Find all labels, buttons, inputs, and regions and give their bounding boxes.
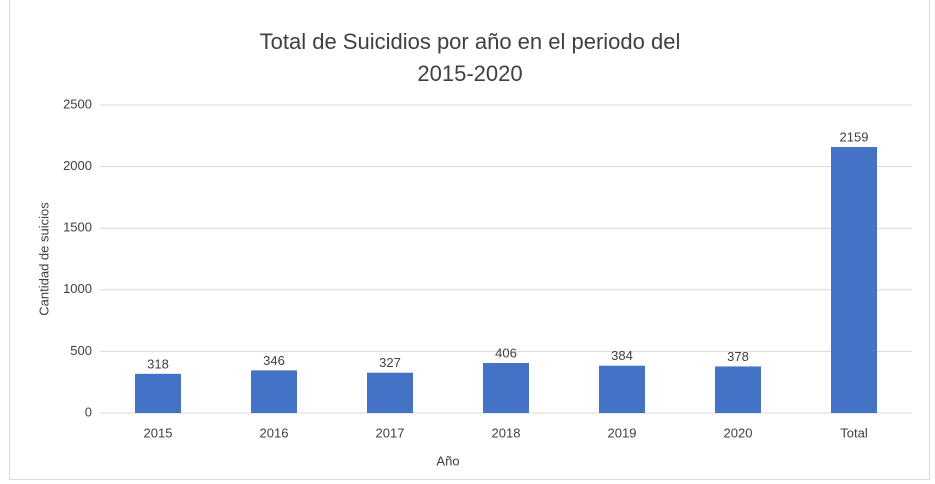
bar [715,366,761,413]
y-tick-label: 0 [85,404,92,419]
bar [599,365,645,413]
chart-title: Total de Suicidios por año en el periodo… [259,29,681,86]
bar [831,147,877,413]
data-label: 318 [147,356,169,371]
x-tick-label: 2017 [376,425,405,440]
y-tick-label: 1500 [63,220,92,235]
y-tick-label: 500 [70,343,92,358]
y-tick-label: 2500 [63,96,92,111]
data-label: 406 [495,345,517,360]
data-label: 327 [379,355,401,370]
bar [367,372,413,413]
data-label: 2159 [840,129,869,144]
data-label: 346 [263,353,285,368]
chart-frame [9,0,930,480]
data-label: 378 [727,349,749,364]
x-tick-label: 2019 [608,425,637,440]
x-axis-label: Año [436,453,459,468]
x-tick-label: Total [840,425,868,440]
bar [135,373,181,413]
x-tick-label: 2016 [260,425,289,440]
bar [251,370,297,413]
x-tick-label: 2015 [144,425,173,440]
x-tick-label: 2018 [492,425,521,440]
y-axis-label: Cantidad de suicios [36,202,51,316]
y-tick-label: 2000 [63,158,92,173]
data-label: 384 [611,348,633,363]
x-tick-label: 2020 [724,425,753,440]
y-tick-label: 1000 [63,281,92,296]
bar [483,362,529,413]
